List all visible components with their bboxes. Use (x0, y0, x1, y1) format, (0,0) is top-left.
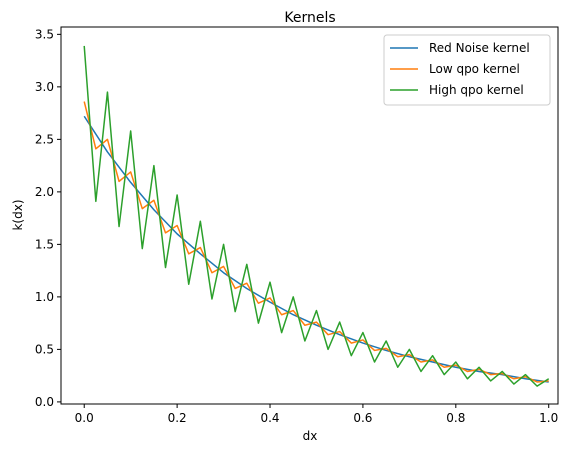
x-axis: 0.0 0.2 0.4 0.6 0.8 1.0 (75, 404, 558, 425)
axes-frame (60, 26, 559, 405)
legend: Red Noise kernel Low qpo kernel High qpo k… (383, 34, 551, 106)
y-tick-label: 3.0 (35, 80, 54, 94)
legend-items: Red Noise kernel Low qpo kernel High qpo k… (390, 41, 530, 97)
legend-label-high-qpo-kernel: High qpo kernel (429, 83, 524, 97)
x-tick-label: 0.8 (446, 411, 465, 425)
y-axis-label: k(dx) (11, 199, 25, 230)
plot-area (83, 45, 550, 387)
y-tick-label: 2.0 (35, 185, 54, 199)
x-tick-label: 0.4 (260, 411, 279, 425)
series-line-low-qpo-kernel (83, 101, 549, 383)
x-tick-label: 0.2 (168, 411, 187, 425)
legend-label-low-qpo-kernel: Low qpo kernel (429, 62, 520, 76)
x-tick-label: 0.0 (75, 411, 94, 425)
y-tick-label: 1.0 (35, 290, 54, 304)
y-tick-label: 2.5 (35, 132, 54, 146)
x-tick-label: 0.6 (353, 411, 372, 425)
y-tick-label: 1.5 (35, 237, 54, 251)
x-tick-label: 1.0 (539, 411, 558, 425)
chart-title: Kernels (284, 10, 335, 26)
y-tick-label: 0.0 (35, 395, 54, 409)
y-tick-label: 0.5 (35, 342, 54, 356)
y-axis: 0.0 0.5 1.0 1.5 2.0 2.5 3.0 3.5 (35, 27, 61, 409)
legend-box (383, 34, 551, 106)
y-tick-label: 3.5 (35, 27, 54, 41)
x-axis-label: dx (303, 429, 318, 443)
series-line-high-qpo-kernel (83, 45, 550, 387)
legend-label-red-noise-kernel: Red Noise kernel (429, 41, 530, 55)
